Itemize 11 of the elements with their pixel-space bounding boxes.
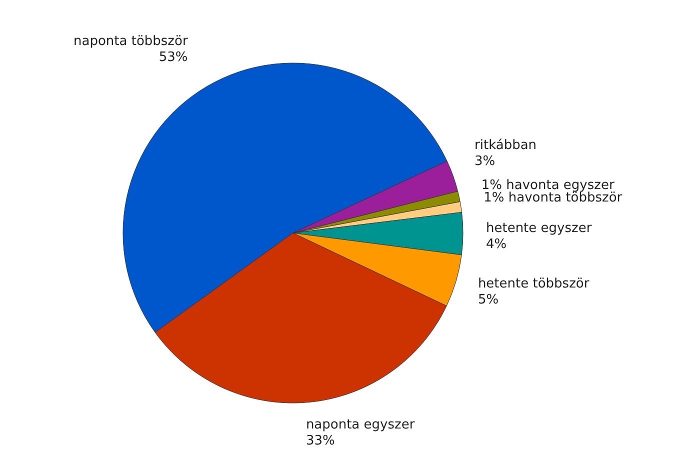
data-label: 5% <box>478 292 499 308</box>
slice-label: hetente többször <box>478 276 590 292</box>
slice-label: 1% havonta többször <box>484 190 623 206</box>
slice-label: ritkábban <box>474 138 537 154</box>
data-label: 53% <box>158 50 188 65</box>
data-label: 4% <box>486 237 507 252</box>
slice-label: naponta többször <box>74 34 188 49</box>
slice-label: naponta egyszer <box>306 418 416 433</box>
data-label: 33% <box>306 434 335 449</box>
data-label: 3% <box>474 154 496 170</box>
slice-label: hetente egyszer <box>486 221 592 236</box>
